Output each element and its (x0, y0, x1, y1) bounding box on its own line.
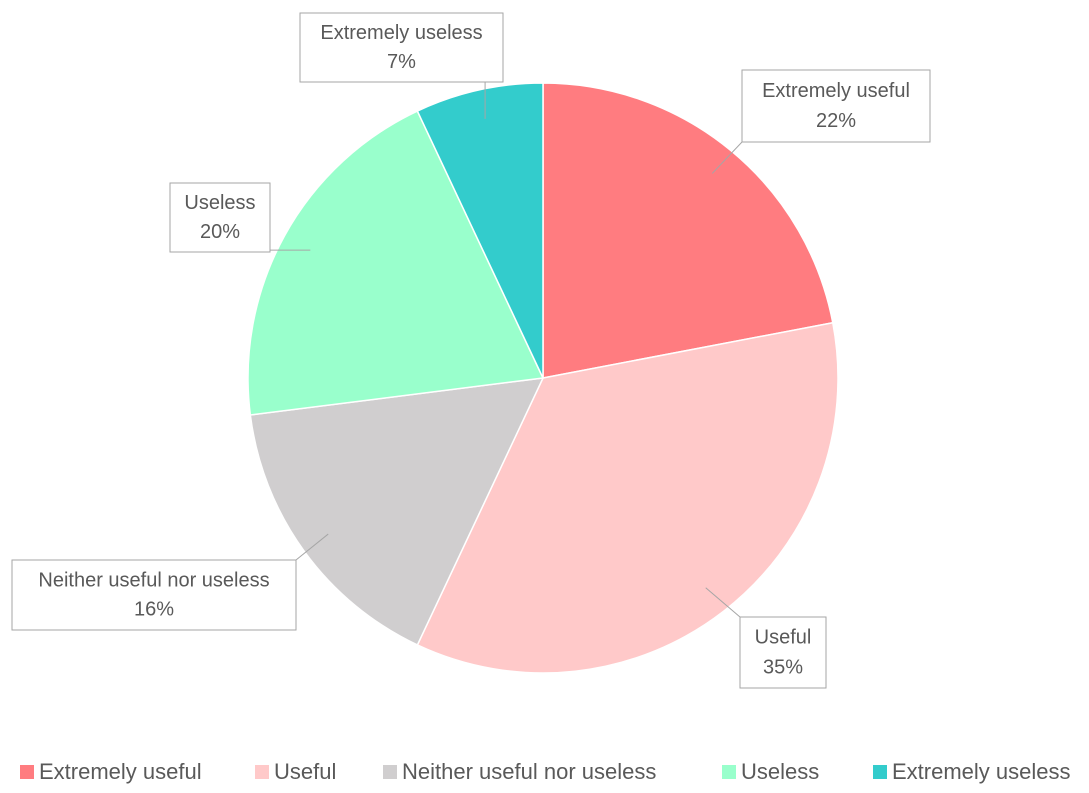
label-box (169, 182, 271, 253)
label-value: 22% (816, 110, 856, 132)
label-box (299, 12, 504, 83)
pie-slice (247, 110, 545, 416)
callout-line (705, 587, 741, 618)
label-box (739, 616, 827, 689)
pie-slice (542, 82, 834, 379)
callout-line (711, 141, 743, 174)
pie-slice (416, 321, 839, 674)
label-value: 7% (387, 51, 416, 73)
legend-label: Extremely useless (892, 759, 1071, 784)
label-name: Extremely useful (762, 80, 910, 102)
label-name: Useless (184, 192, 255, 214)
legend-swatch (20, 765, 34, 779)
legend-swatch (383, 765, 397, 779)
legend-swatch (722, 765, 736, 779)
label-value: 20% (200, 221, 240, 243)
label-name: Useful (755, 627, 812, 649)
pie-slice (416, 82, 544, 379)
legend-label: Extremely useful (39, 759, 202, 784)
callout-line (295, 533, 329, 561)
legend-swatch (873, 765, 887, 779)
label-value: 16% (134, 599, 174, 621)
label-name: Neither useful nor useless (38, 569, 269, 591)
label-value: 35% (763, 656, 803, 678)
legend-label: Useful (274, 759, 336, 784)
label-box (11, 559, 297, 631)
label-box (741, 69, 931, 143)
legend-swatch (255, 765, 269, 779)
legend-label: Neither useful nor useless (402, 759, 656, 784)
legend-label: Useless (741, 759, 819, 784)
pie-slice (249, 377, 545, 646)
label-name: Extremely useless (320, 22, 482, 44)
